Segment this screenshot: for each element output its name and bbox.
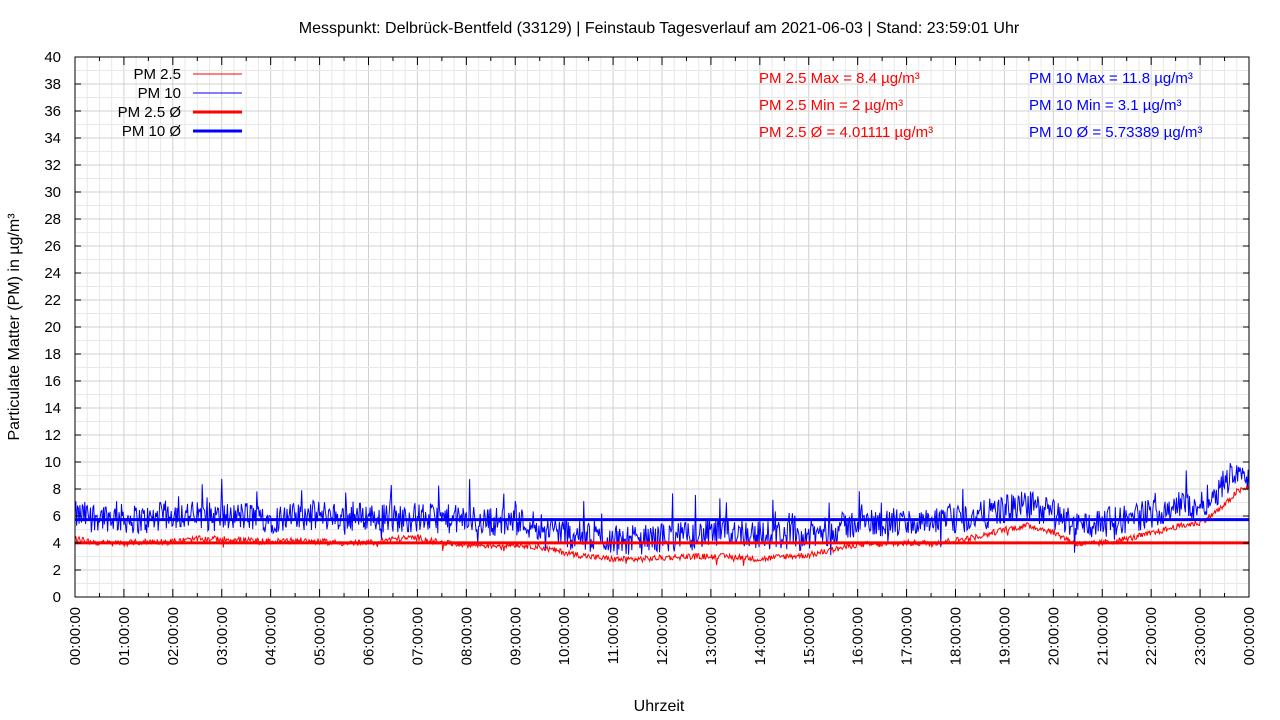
- y-tick-label: 16: [44, 373, 61, 390]
- y-tick-label: 34: [44, 130, 61, 147]
- x-tick-label: 09:00:00: [507, 607, 524, 665]
- y-tick-label: 0: [53, 589, 61, 606]
- x-tick-label: 21:00:00: [1094, 607, 1111, 665]
- y-tick-label: 24: [44, 265, 61, 282]
- y-tick-label: 12: [44, 427, 61, 444]
- axes: 024681012141618202224262830323436384000:…: [44, 49, 1258, 665]
- x-tick-label: 08:00:00: [458, 607, 475, 665]
- y-tick-label: 22: [44, 292, 61, 309]
- x-tick-label: 22:00:00: [1143, 607, 1160, 665]
- x-tick-label: 17:00:00: [899, 607, 916, 665]
- x-tick-label: 01:00:00: [116, 607, 133, 665]
- pm25-min-label: PM 2.5 Min = 2 µg/m³: [759, 97, 903, 114]
- pm25-max-label: PM 2.5 Max = 8.4 µg/m³: [759, 70, 920, 87]
- legend-label-pm10-avg: PM 10 Ø: [122, 123, 182, 140]
- y-tick-label: 18: [44, 346, 61, 363]
- y-tick-label: 10: [44, 454, 61, 471]
- stats-annotations: PM 2.5 Max = 8.4 µg/m³ PM 2.5 Min = 2 µg…: [759, 70, 1202, 141]
- x-tick-label: 04:00:00: [263, 607, 280, 665]
- y-tick-label: 26: [44, 238, 61, 255]
- y-tick-label: 28: [44, 211, 61, 228]
- x-tick-label: 19:00:00: [996, 607, 1013, 665]
- x-tick-label: 05:00:00: [312, 607, 329, 665]
- y-tick-label: 30: [44, 184, 61, 201]
- y-tick-label: 32: [44, 157, 61, 174]
- legend: PM 2.5 PM 10 PM 2.5 Ø PM 10 Ø: [118, 66, 242, 140]
- x-tick-label: 02:00:00: [165, 607, 182, 665]
- y-tick-label: 38: [44, 76, 61, 93]
- x-tick-label: 11:00:00: [605, 607, 622, 664]
- y-tick-label: 4: [53, 535, 61, 552]
- y-tick-label: 14: [44, 400, 61, 417]
- x-tick-label: 00:00:00: [1241, 607, 1258, 665]
- chart-title: Messpunkt: Delbrück-Bentfeld (33129) | F…: [299, 20, 1020, 37]
- y-axis-label: Particulate Matter (PM) in µg/m³: [6, 213, 23, 441]
- x-tick-label: 15:00:00: [801, 607, 818, 665]
- y-tick-label: 2: [53, 562, 61, 579]
- x-axis-label: Uhrzeit: [634, 698, 685, 715]
- x-tick-label: 12:00:00: [654, 607, 671, 665]
- x-tick-label: 13:00:00: [703, 607, 720, 665]
- y-tick-label: 36: [44, 103, 61, 120]
- pm10-avg-label: PM 10 Ø = 5.73389 µg/m³: [1029, 124, 1202, 141]
- legend-label-pm25: PM 2.5: [133, 66, 181, 83]
- x-tick-label: 23:00:00: [1192, 607, 1209, 665]
- y-tick-label: 6: [53, 508, 61, 525]
- pm10-max-label: PM 10 Max = 11.8 µg/m³: [1029, 70, 1193, 87]
- series-line-pm10: [74, 463, 1250, 556]
- x-tick-label: 00:00:00: [67, 607, 84, 665]
- y-tick-label: 20: [44, 319, 61, 336]
- x-tick-label: 03:00:00: [214, 607, 231, 665]
- data-layer: [74, 463, 1250, 566]
- x-tick-label: 18:00:00: [948, 607, 965, 665]
- y-tick-label: 8: [53, 481, 61, 498]
- x-tick-label: 20:00:00: [1045, 607, 1062, 665]
- pm10-min-label: PM 10 Min = 3.1 µg/m³: [1029, 97, 1181, 114]
- x-tick-label: 07:00:00: [409, 607, 426, 665]
- x-tick-label: 10:00:00: [556, 607, 573, 665]
- y-tick-label: 40: [44, 49, 61, 66]
- legend-label-pm25-avg: PM 2.5 Ø: [118, 104, 182, 121]
- pm25-avg-label: PM 2.5 Ø = 4.01111 µg/m³: [759, 124, 933, 141]
- x-tick-label: 06:00:00: [361, 607, 378, 665]
- legend-label-pm10: PM 10: [138, 85, 181, 102]
- x-tick-label: 14:00:00: [752, 607, 769, 665]
- x-tick-label: 16:00:00: [850, 607, 867, 665]
